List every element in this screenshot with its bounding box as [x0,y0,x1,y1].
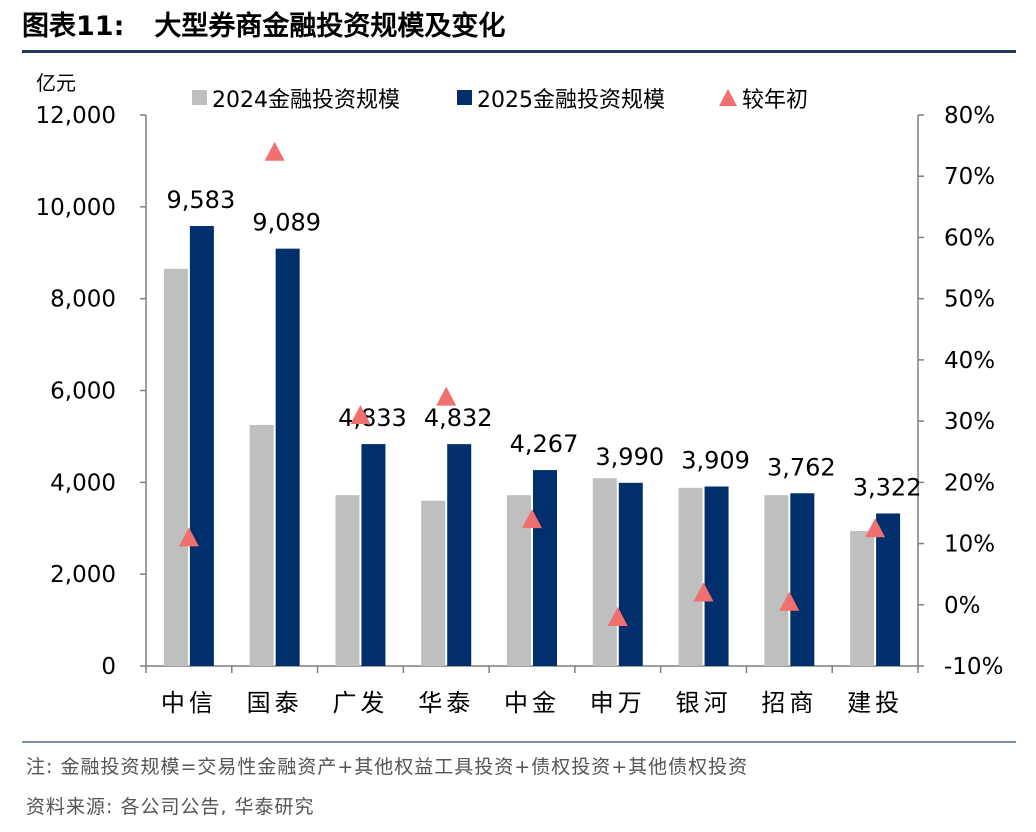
change-marker [779,591,800,611]
category-label: 银河 [676,689,732,717]
change-marker [350,404,371,424]
change-marker [264,141,285,161]
y-tick-label: 12,000 [36,103,116,129]
data-label-2025: 3,322 [853,473,922,501]
category-label: 广发 [332,689,388,717]
data-label-2025: 3,909 [681,447,750,475]
data-label-2025: 9,089 [252,209,321,237]
bars [163,225,901,666]
figure-title: 图表11: 大型券商金融投资规模及变化 [22,8,505,46]
change-marker [607,607,628,627]
y2-tick-label: 30% [944,409,995,435]
category-label: 招商 [761,689,817,717]
bar-2025 [447,444,472,666]
change-marker [693,582,714,602]
data-label-2025: 4,833 [338,404,407,432]
bar-2025 [790,493,815,666]
chart: 2024金融投资规模 2025金融投资规模 较年初 亿元 0 2,000 4,000… [36,71,1004,717]
category-label: 建投 [847,689,903,717]
y2-tick-label: 40% [944,348,995,374]
change-marker [865,518,886,538]
y-tick-label: 2,000 [50,562,116,588]
category-label: 中金 [504,689,560,717]
bar-2024 [421,500,446,666]
bar-2024 [163,268,188,666]
legend-label-change: 较年初 [742,88,808,113]
data-label-2025: 9,583 [167,186,236,214]
data-label-2025: 4,267 [510,430,579,458]
bar-2025 [189,225,214,666]
y-axis-unit-label: 亿元 [36,71,76,95]
legend-swatch-2025 [457,90,472,105]
footnote: 注: 金融投资规模=交易性金融资产+其他权益工具投资+债权投资+其他债权投资 [26,756,749,778]
change-marker [522,509,542,529]
source-line: 资料来源: 各公司公告, 华泰研究 [26,796,315,818]
axes: 0 2,000 4,000 6,000 8,000 10,000 12,000 -10% 0% 1… [36,103,1004,717]
data-label-2025: 4,832 [424,404,493,432]
category-label: 华泰 [418,689,474,717]
y2-tick-label: 50% [944,287,995,313]
data-label-2025: 3,762 [767,453,836,481]
bar-2025 [876,513,901,666]
bar-2025 [533,470,557,666]
category-label: 中信 [161,689,217,717]
change-marker [178,527,199,547]
y2-tick-label: 10% [944,532,995,558]
y2-tick-label: 60% [944,225,995,251]
bar-2025 [618,482,643,666]
y2-tick-label: 20% [944,470,995,496]
y-tick-label: 4,000 [50,470,116,496]
y2-tick-label: 0% [944,593,981,619]
legend-marker-change [719,89,737,106]
y2-tick-label: 70% [944,164,995,190]
legend: 2024金融投资规模 2025金融投资规模 较年初 [192,88,808,113]
data-labels: 9,583 9,089 4,833 4,832 4,267 3,990 3,909 3,762… [167,186,922,501]
category-label: 国泰 [247,689,303,717]
y2-tick-label: 80% [944,103,995,129]
category-label: 申万 [590,689,646,717]
bar-2024 [335,495,360,666]
y2-tick-label: -10% [944,654,1003,680]
legend-swatch-2024 [192,90,207,105]
figure-label: 图表11: [22,11,125,42]
bottom-rule [22,741,1016,743]
y-tick-label: 0 [101,654,116,680]
change-markers [178,141,886,627]
top-rule [22,50,1016,53]
y-tick-label: 6,000 [50,379,116,405]
bar-2025 [704,486,729,666]
bar-2025 [361,444,386,666]
legend-label-2025: 2025金融投资规模 [477,88,665,113]
bar-2024 [850,531,875,666]
bar-2025 [275,248,300,666]
legend-label-2024: 2024金融投资规模 [212,88,400,113]
change-marker [436,386,457,406]
figure-title-text: 大型券商金融投资规模及变化 [154,11,506,42]
bar-2024 [592,478,617,666]
bar-2024 [764,495,789,666]
bar-2024 [249,424,274,666]
y-tick-label: 8,000 [50,287,116,313]
y-tick-label: 10,000 [36,195,116,221]
data-label-2025: 3,990 [595,443,664,471]
bar-2024 [678,487,703,666]
